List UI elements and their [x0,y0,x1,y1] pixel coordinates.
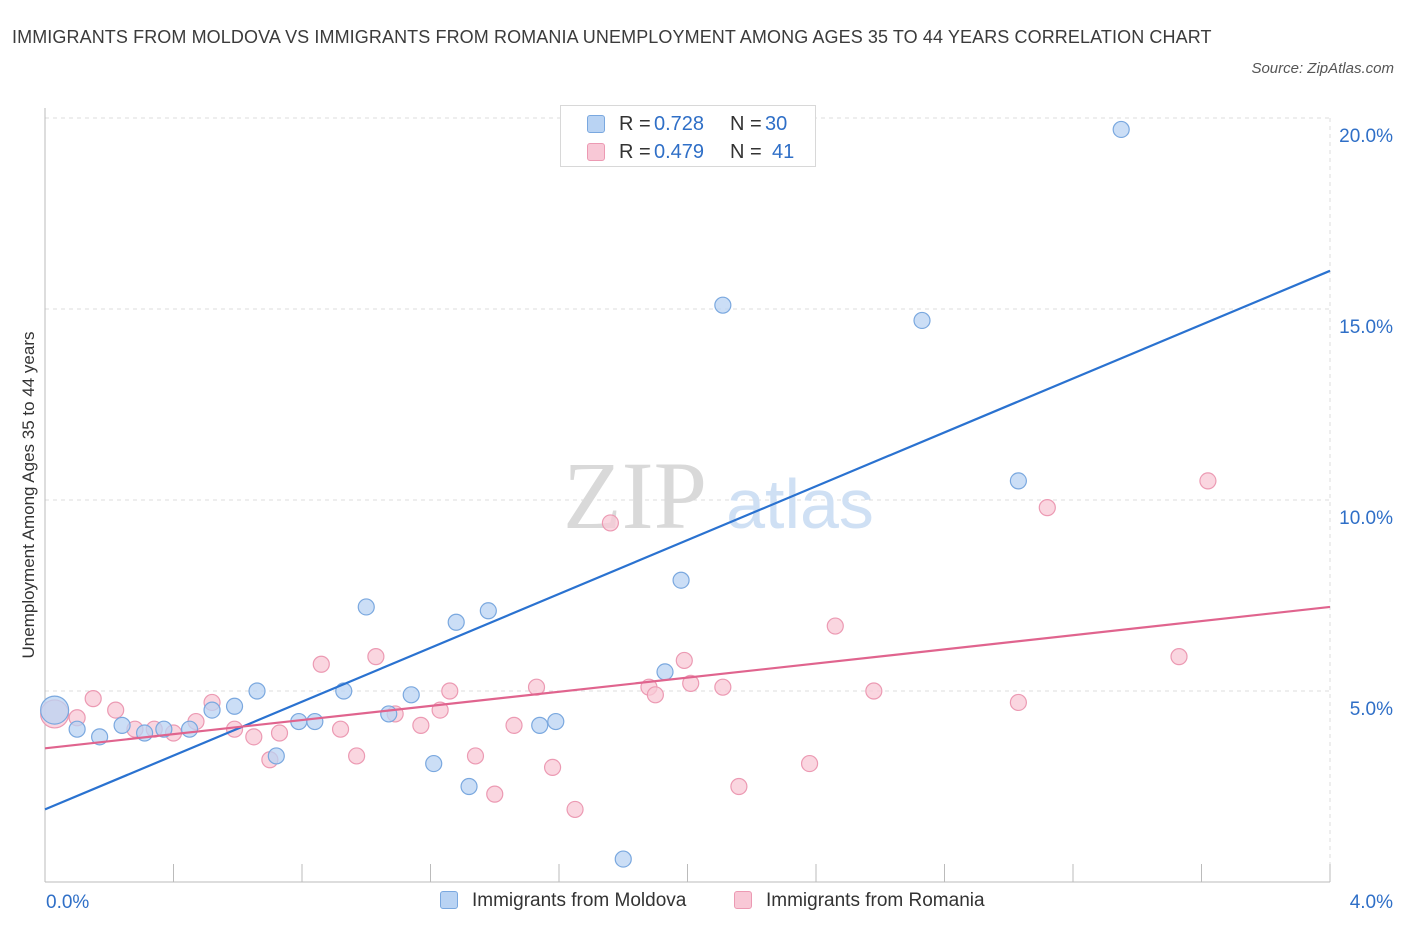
correlation-legend: R = 0.728 N = 30 R = 0.479 N = 41 [560,105,816,167]
romania-point [412,716,430,734]
moldova-point [225,697,244,715]
romania-point [601,514,620,532]
romania-point [543,758,562,777]
romania-point [675,651,693,670]
moldova-series [40,120,1130,868]
chart-title: IMMIGRANTS FROM MOLDOVA VS IMMIGRANTS FR… [12,27,1212,47]
legend-r-value-romania: 0.479 [654,141,705,163]
moldova-point [656,663,674,681]
source-credit: Source: ZipAtlas.com [1251,60,1394,77]
romania-point [566,800,584,819]
romania-point [730,777,748,796]
moldova-point [155,720,173,738]
moldova-point [1112,120,1130,139]
romania-point [826,617,844,635]
legend-swatch-moldova [587,115,605,133]
y-tick-label: 10.0% [1339,508,1393,529]
y-axis-label: Unemployment Among Ages 35 to 44 years [19,332,38,659]
y-tick-label: 20.0% [1339,126,1393,147]
legend-n-label: N = [730,113,762,135]
moldova-point [380,705,398,723]
x-tick-label: 0.0% [46,892,89,913]
romania-point [367,648,385,666]
romania-point [84,690,102,708]
romania-trend-line [44,605,1331,750]
moldova-point [180,720,199,738]
moldova-point [672,571,690,589]
moldova-trend-line [44,269,1331,811]
romania-point [1038,499,1056,517]
romania-point [348,747,366,765]
legend-n-value-moldova: 30 [765,113,788,135]
romania-point [486,785,504,803]
romania-point [441,682,459,700]
bottom-legend-label-romania: Immigrants from Romania [766,890,985,911]
legend-r-label: R = [619,113,651,135]
romania-point [312,655,330,673]
romania-point [1009,693,1027,712]
romania-point [800,754,819,773]
romania-point [107,701,125,719]
trend-lines [44,269,1331,811]
moldova-point [447,613,465,631]
bottom-legend-label-moldova: Immigrants from Moldova [472,890,687,911]
romania-point [1199,472,1217,490]
moldova-point [40,695,70,725]
legend-swatch-romania [587,143,605,161]
moldova-point [614,850,632,868]
legend-r-label: R = [619,141,651,163]
legend-n-label: N = [730,141,762,163]
moldova-point [248,682,266,700]
romania-point [505,716,523,734]
romania-point [646,686,664,704]
watermark-zip: ZIP [563,442,707,549]
moldova-point [203,701,221,719]
romania-point [270,724,289,742]
moldova-point [479,602,497,620]
legend-r-value-moldova: 0.728 [654,113,705,135]
watermark-atlas: atlas [726,465,874,543]
moldova-point [460,777,478,796]
tick-labels: 5.0% 10.0% 15.0% 20.0% 0.0% 4.0% [46,126,1393,913]
romania-point [865,682,883,700]
moldova-point [547,712,565,731]
romania-point [1170,648,1188,666]
bottom-legend-swatch-moldova [440,891,458,909]
bottom-legend-swatch-romania [734,891,752,909]
moldova-point [267,747,285,765]
moldova-point [357,598,375,616]
moldova-point [913,311,931,330]
watermark: ZIP atlas [563,442,874,549]
x-tick-label: 4.0% [1350,892,1393,913]
romania-point [714,678,732,696]
legend-n-value-romania: 41 [772,141,795,163]
axis-layer [44,108,1331,883]
moldova-point [306,712,324,731]
romania-point [331,720,350,738]
romania-point [682,674,700,692]
moldova-point [113,716,131,734]
y-tick-label: 5.0% [1350,699,1393,720]
y-tick-label: 15.0% [1339,317,1393,338]
romania-point [466,747,485,765]
romania-point [245,728,263,746]
moldova-point [402,686,420,704]
moldova-point [425,754,443,773]
moldova-point [531,716,549,734]
moldova-point [1009,472,1027,490]
moldova-point [68,720,86,738]
moldova-point [714,296,732,314]
